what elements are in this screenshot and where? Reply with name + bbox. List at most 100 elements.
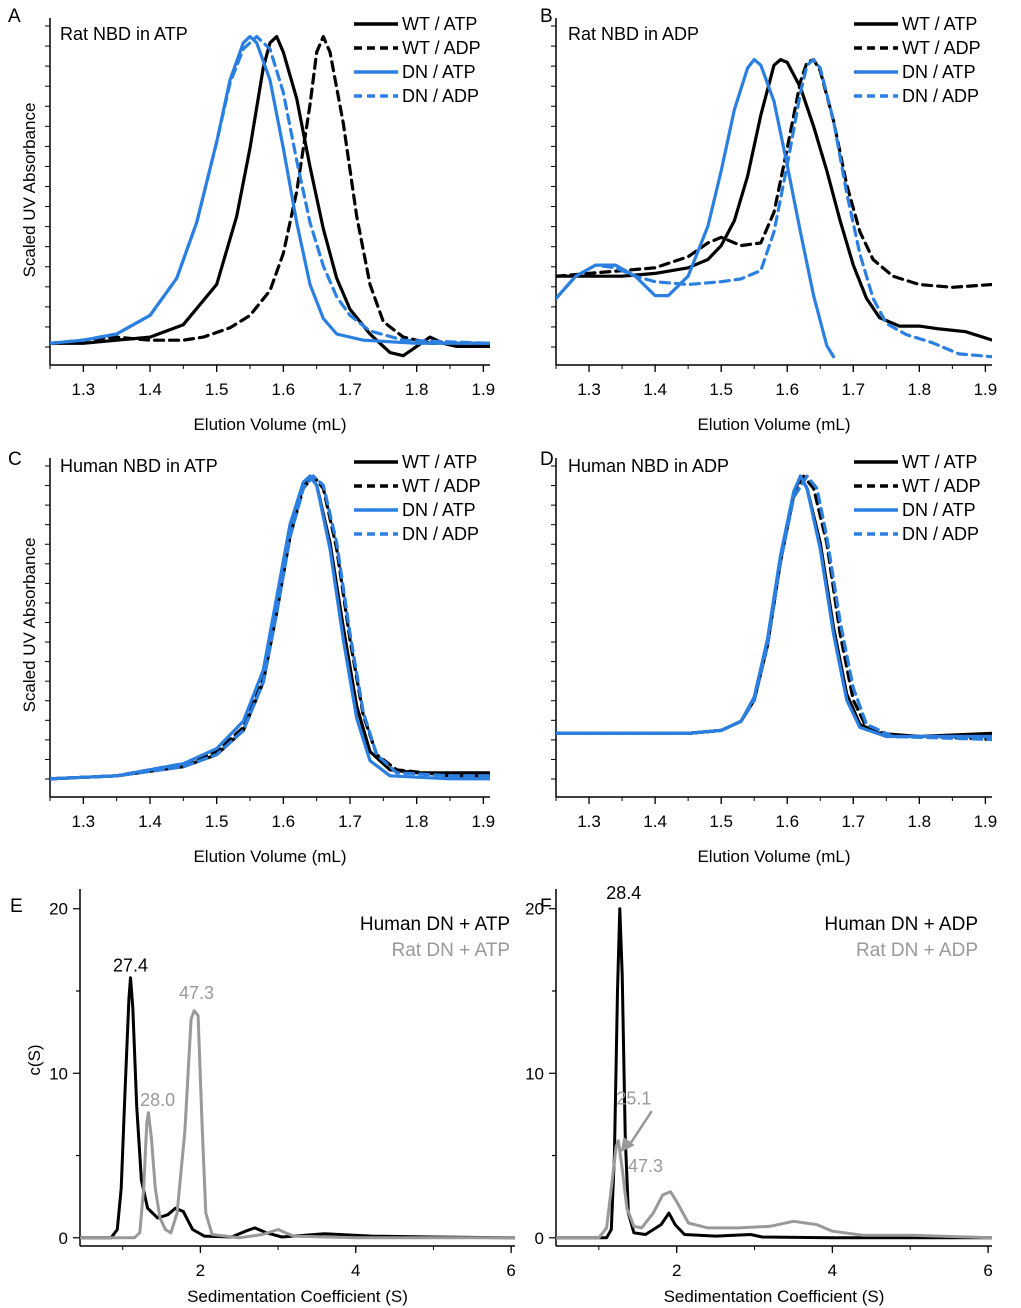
panel-c-x-tick-label: 1.5 — [205, 812, 229, 831]
panel-b-x-tick-label: 1.7 — [841, 380, 865, 399]
panel-a-x-label: Elution Volume (mL) — [193, 415, 346, 434]
panel-e-y-tick-label: 0 — [59, 1229, 68, 1248]
panel-e-y-tick-label: 10 — [49, 1064, 68, 1083]
panel-a-x-tick-label: 1.9 — [472, 380, 496, 399]
panel-c-x-label: Elution Volume (mL) — [193, 847, 346, 866]
panel-b-x-tick-label: 1.9 — [974, 380, 998, 399]
panel-f-legend-label: Human DN + ADP — [824, 914, 978, 935]
panel-c-series-dn-atp — [50, 474, 490, 781]
panel-c-legend-label: WT / ADP — [402, 476, 481, 496]
panel-b-x-label: Elution Volume (mL) — [697, 415, 850, 434]
panel-a-legend-label: DN / ATP — [402, 62, 476, 82]
panel-b-series-wt-adp — [556, 58, 992, 289]
panel-e-data-label: 27.4 — [113, 955, 148, 975]
panel-b-legend-label: DN / ADP — [902, 86, 979, 106]
panel-f-series-rat-dn-adp — [556, 1139, 992, 1240]
panel-e-x-tick-label: 2 — [196, 1261, 205, 1280]
panel-a-series-wt-adp — [50, 35, 490, 345]
panel-f-series-human-dn-adp — [556, 907, 992, 1240]
panel-a-x-tick-label: 1.6 — [272, 380, 296, 399]
panel-f-x-tick-label: 2 — [672, 1261, 681, 1280]
panel-f-letter: F — [540, 896, 552, 917]
panel-a-legend-label: DN / ADP — [402, 86, 479, 106]
panel-d-x-tick-label: 1.5 — [709, 812, 733, 831]
panel-f-legend-label: Rat DN + ADP — [856, 940, 978, 961]
panel-d-letter: D — [540, 449, 554, 470]
panel-d-x-tick-label: 1.6 — [775, 812, 799, 831]
panel-c-legend-label: DN / ATP — [402, 500, 476, 520]
panel-c-x-tick-label: 1.3 — [72, 812, 96, 831]
panel-a-legend-label: WT / ADP — [402, 38, 481, 58]
panel-f-data-label: 28.4 — [606, 883, 641, 903]
panel-c-x-tick-label: 1.8 — [405, 812, 429, 831]
panel-b-series-wt-atp — [556, 58, 992, 342]
panel-e-y-tick-label: 20 — [49, 900, 68, 919]
panel-f-arrow-shaft — [627, 1110, 653, 1147]
panel-d-x-tick-label: 1.9 — [974, 812, 998, 831]
panel-d-x-label: Elution Volume (mL) — [697, 847, 850, 866]
panel-a-x-tick-label: 1.4 — [138, 380, 162, 399]
panel-e-x-tick-label: 4 — [351, 1261, 360, 1280]
panel-a-x-tick-label: 1.7 — [338, 380, 362, 399]
panel-b-series-dn-atp — [556, 58, 836, 359]
panel-c-x-tick-label: 1.4 — [138, 812, 162, 831]
panel-b-x-tick-label: 1.5 — [709, 380, 733, 399]
panel-d-x-tick-label: 1.3 — [577, 812, 601, 831]
panel-f-data-label: 25.1 — [616, 1089, 651, 1109]
panel-d-legend-label: WT / ADP — [902, 476, 981, 496]
panel-d-legend-label: DN / ADP — [902, 524, 979, 544]
panel-f-x-tick-label: 4 — [828, 1261, 837, 1280]
panel-c-x-tick-label: 1.7 — [338, 812, 362, 831]
panel-b-x-tick-label: 1.4 — [643, 380, 667, 399]
panel-a-x-tick-label: 1.5 — [205, 380, 229, 399]
panel-c-series-dn-adp — [50, 474, 490, 781]
panel-b-legend-label: WT / ADP — [902, 38, 981, 58]
panel-e-series-rat-dn-atp — [80, 1009, 515, 1240]
panel-d-series-dn-adp — [556, 474, 992, 742]
panel-a-title: Rat NBD in ATP — [60, 24, 188, 44]
panel-c-x-tick-label: 1.9 — [472, 812, 496, 831]
panel-d-x-tick-label: 1.7 — [841, 812, 865, 831]
panel-e-legend-label: Rat DN + ATP — [392, 940, 510, 961]
panel-b-x-tick-label: 1.6 — [775, 380, 799, 399]
panel-d-legend-label: DN / ATP — [902, 500, 976, 520]
panel-d-x-tick-label: 1.8 — [908, 812, 932, 831]
panel-a-x-tick-label: 1.3 — [72, 380, 96, 399]
panel-e-letter: E — [10, 896, 23, 917]
panel-c-y-label: Scaled UV Absorbance — [20, 538, 39, 713]
panel-f-data-label: 47.3 — [628, 1156, 663, 1176]
panel-b-legend-label: WT / ATP — [902, 14, 977, 34]
panel-b-legend-label: DN / ATP — [902, 62, 976, 82]
panel-b-x-tick-label: 1.8 — [908, 380, 932, 399]
panel-c-legend-label: WT / ATP — [402, 452, 477, 472]
panel-c-series-wt-adp — [50, 474, 490, 781]
panel-e-y-label: c(S) — [25, 1044, 44, 1075]
panel-a-letter: A — [8, 6, 21, 27]
panel-c-title: Human NBD in ATP — [60, 456, 218, 476]
panel-a-series-dn-adp — [50, 35, 490, 345]
panel-c-legend-label: DN / ADP — [402, 524, 479, 544]
panel-d-title: Human NBD in ADP — [568, 456, 729, 476]
panel-f-x-tick-label: 6 — [983, 1261, 992, 1280]
panel-d-x-tick-label: 1.4 — [643, 812, 667, 831]
panel-a-y-label: Scaled UV Absorbance — [20, 103, 39, 278]
panel-c-letter: C — [8, 449, 22, 470]
panel-e-x-tick-label: 6 — [506, 1261, 515, 1280]
panel-b-letter: B — [540, 6, 553, 27]
panel-d-legend-label: WT / ATP — [902, 452, 977, 472]
panel-e-data-label: 47.3 — [179, 983, 214, 1003]
panel-e-legend-label: Human DN + ATP — [360, 914, 510, 935]
panel-f-arrow-head — [620, 1136, 635, 1153]
panel-f-y-tick-label: 20 — [525, 900, 544, 919]
panel-e-x-label: Sedimentation Coefficient (S) — [187, 1287, 408, 1306]
panel-f-y-tick-label: 10 — [525, 1064, 544, 1083]
panel-a-series-dn-atp — [50, 35, 490, 345]
panel-a-x-tick-label: 1.8 — [405, 380, 429, 399]
panel-e-series-human-dn-atp — [80, 976, 515, 1240]
panel-f-x-label: Sedimentation Coefficient (S) — [664, 1287, 885, 1306]
panel-a-legend-label: WT / ATP — [402, 14, 477, 34]
panel-b-x-tick-label: 1.3 — [577, 380, 601, 399]
panel-a-series-wt-atp — [50, 35, 490, 358]
panel-b-series-dn-adp — [556, 58, 992, 359]
